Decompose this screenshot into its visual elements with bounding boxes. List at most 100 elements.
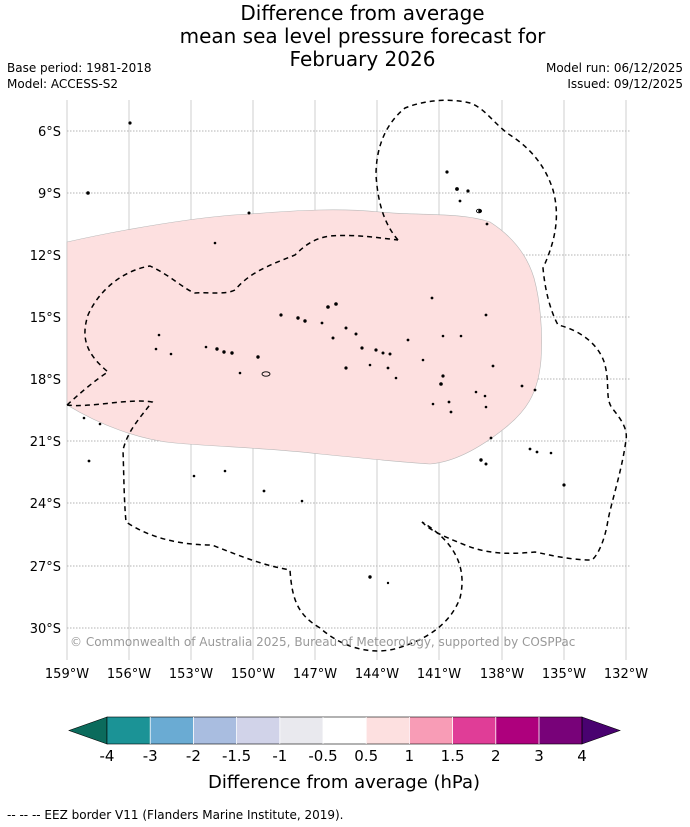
island bbox=[447, 400, 451, 404]
lon-label: 138°W bbox=[480, 667, 524, 682]
island bbox=[334, 302, 338, 306]
island bbox=[466, 189, 470, 193]
island bbox=[256, 355, 260, 359]
lon-label: 135°W bbox=[542, 667, 586, 682]
lat-labels: 6°S 9°S 12°S 15°S 18°S 21°S 24°S 27°S 30… bbox=[30, 125, 61, 637]
island bbox=[331, 336, 335, 340]
colorbar-segment bbox=[452, 717, 496, 744]
island bbox=[320, 321, 324, 325]
colorbar-ticks: -4 -3 -2 -1.5 -1 -0.5 0.5 1 1.5 2 3 4 bbox=[100, 747, 587, 765]
island bbox=[154, 347, 158, 351]
island bbox=[474, 390, 478, 394]
island bbox=[459, 334, 463, 338]
island bbox=[441, 334, 445, 338]
island bbox=[82, 416, 86, 420]
island bbox=[406, 338, 410, 342]
island bbox=[445, 170, 449, 174]
colorbar-under-arrow bbox=[68, 716, 108, 745]
island bbox=[520, 384, 524, 388]
colorbar-segment bbox=[236, 717, 280, 744]
island bbox=[192, 474, 196, 478]
base-period: Base period: 1981-2018 bbox=[7, 61, 152, 75]
island bbox=[533, 388, 537, 392]
anomaly-region bbox=[66, 209, 542, 465]
island bbox=[300, 499, 304, 503]
colorbar-segment bbox=[323, 717, 367, 744]
island bbox=[485, 222, 489, 226]
colorbar-segment bbox=[539, 717, 582, 744]
colorbar-tick: 0.5 bbox=[354, 747, 378, 765]
island bbox=[86, 191, 90, 195]
eez-french-polynesia-inner bbox=[66, 234, 399, 406]
colorbar-segment bbox=[495, 717, 539, 744]
colorbar-title: Difference from average (hPa) bbox=[208, 772, 480, 793]
island bbox=[549, 451, 553, 455]
lat-label: 27°S bbox=[30, 560, 61, 575]
island bbox=[368, 363, 372, 367]
island bbox=[98, 422, 102, 426]
colorbar-segment bbox=[193, 717, 237, 744]
island bbox=[484, 313, 488, 317]
island bbox=[354, 332, 358, 336]
islands bbox=[82, 121, 566, 585]
island bbox=[386, 366, 390, 370]
island bbox=[458, 199, 462, 203]
island bbox=[238, 371, 242, 375]
island bbox=[344, 326, 348, 330]
colorbar-tick: 2 bbox=[491, 747, 501, 765]
island bbox=[374, 348, 378, 352]
island bbox=[528, 447, 532, 451]
chart-title: Difference from average mean sea level p… bbox=[0, 2, 690, 71]
colorbar-tick: 1.5 bbox=[441, 747, 465, 765]
lon-label: 150°W bbox=[231, 667, 275, 682]
island bbox=[204, 345, 208, 349]
island bbox=[455, 187, 459, 191]
island bbox=[157, 333, 161, 337]
lon-label: 141°W bbox=[417, 667, 461, 682]
colorbar-segment bbox=[409, 717, 453, 744]
lon-label: 132°W bbox=[604, 667, 648, 682]
eez-marquesas-loop bbox=[375, 99, 628, 561]
colorbar-tick: 1 bbox=[405, 747, 415, 765]
colorbar: -4 -3 -2 -1.5 -1 -0.5 0.5 1 1.5 2 3 4 Di… bbox=[68, 716, 621, 793]
island bbox=[215, 347, 219, 351]
island bbox=[344, 366, 348, 370]
colorbar-tick: -3 bbox=[143, 747, 158, 765]
colorbar-tick: -1.5 bbox=[222, 747, 251, 765]
colorbar-tick: -0.5 bbox=[308, 747, 337, 765]
model-run: Model run: 06/12/2025 bbox=[545, 61, 683, 75]
meta-right: Model run: 06/12/2025 Issued: 09/12/2025 bbox=[546, 60, 683, 92]
island bbox=[230, 351, 234, 355]
colorbar-tick: 4 bbox=[577, 747, 587, 765]
island bbox=[360, 346, 364, 350]
lon-label: 156°W bbox=[107, 667, 151, 682]
meta-left: Base period: 1981-2018 Model: ACCESS-S2 bbox=[7, 60, 152, 92]
lon-label: 153°W bbox=[169, 667, 213, 682]
island bbox=[386, 581, 390, 585]
island bbox=[491, 364, 495, 368]
island bbox=[483, 394, 487, 398]
island bbox=[87, 459, 91, 463]
title-line-3: February 2026 bbox=[289, 47, 436, 71]
title-line-2: mean sea level pressure forecast for bbox=[179, 24, 546, 48]
island bbox=[326, 305, 330, 309]
island bbox=[279, 313, 283, 317]
colorbar-tick: -2 bbox=[186, 747, 201, 765]
lat-label: 9°S bbox=[38, 187, 61, 202]
island-atoll bbox=[476, 208, 482, 214]
island bbox=[431, 402, 435, 406]
island bbox=[562, 483, 566, 487]
colorbar-segment bbox=[366, 717, 410, 744]
island bbox=[489, 436, 493, 440]
island bbox=[213, 241, 217, 245]
lat-label: 12°S bbox=[30, 249, 61, 264]
island bbox=[535, 450, 539, 454]
lat-label: 24°S bbox=[30, 497, 61, 512]
island bbox=[303, 319, 307, 323]
island bbox=[128, 121, 132, 125]
island bbox=[381, 351, 385, 355]
lat-label: 30°S bbox=[30, 622, 61, 637]
island bbox=[479, 458, 483, 462]
footnote-eez: -- -- -- EEZ border V11 (Flanders Marine… bbox=[7, 808, 344, 822]
